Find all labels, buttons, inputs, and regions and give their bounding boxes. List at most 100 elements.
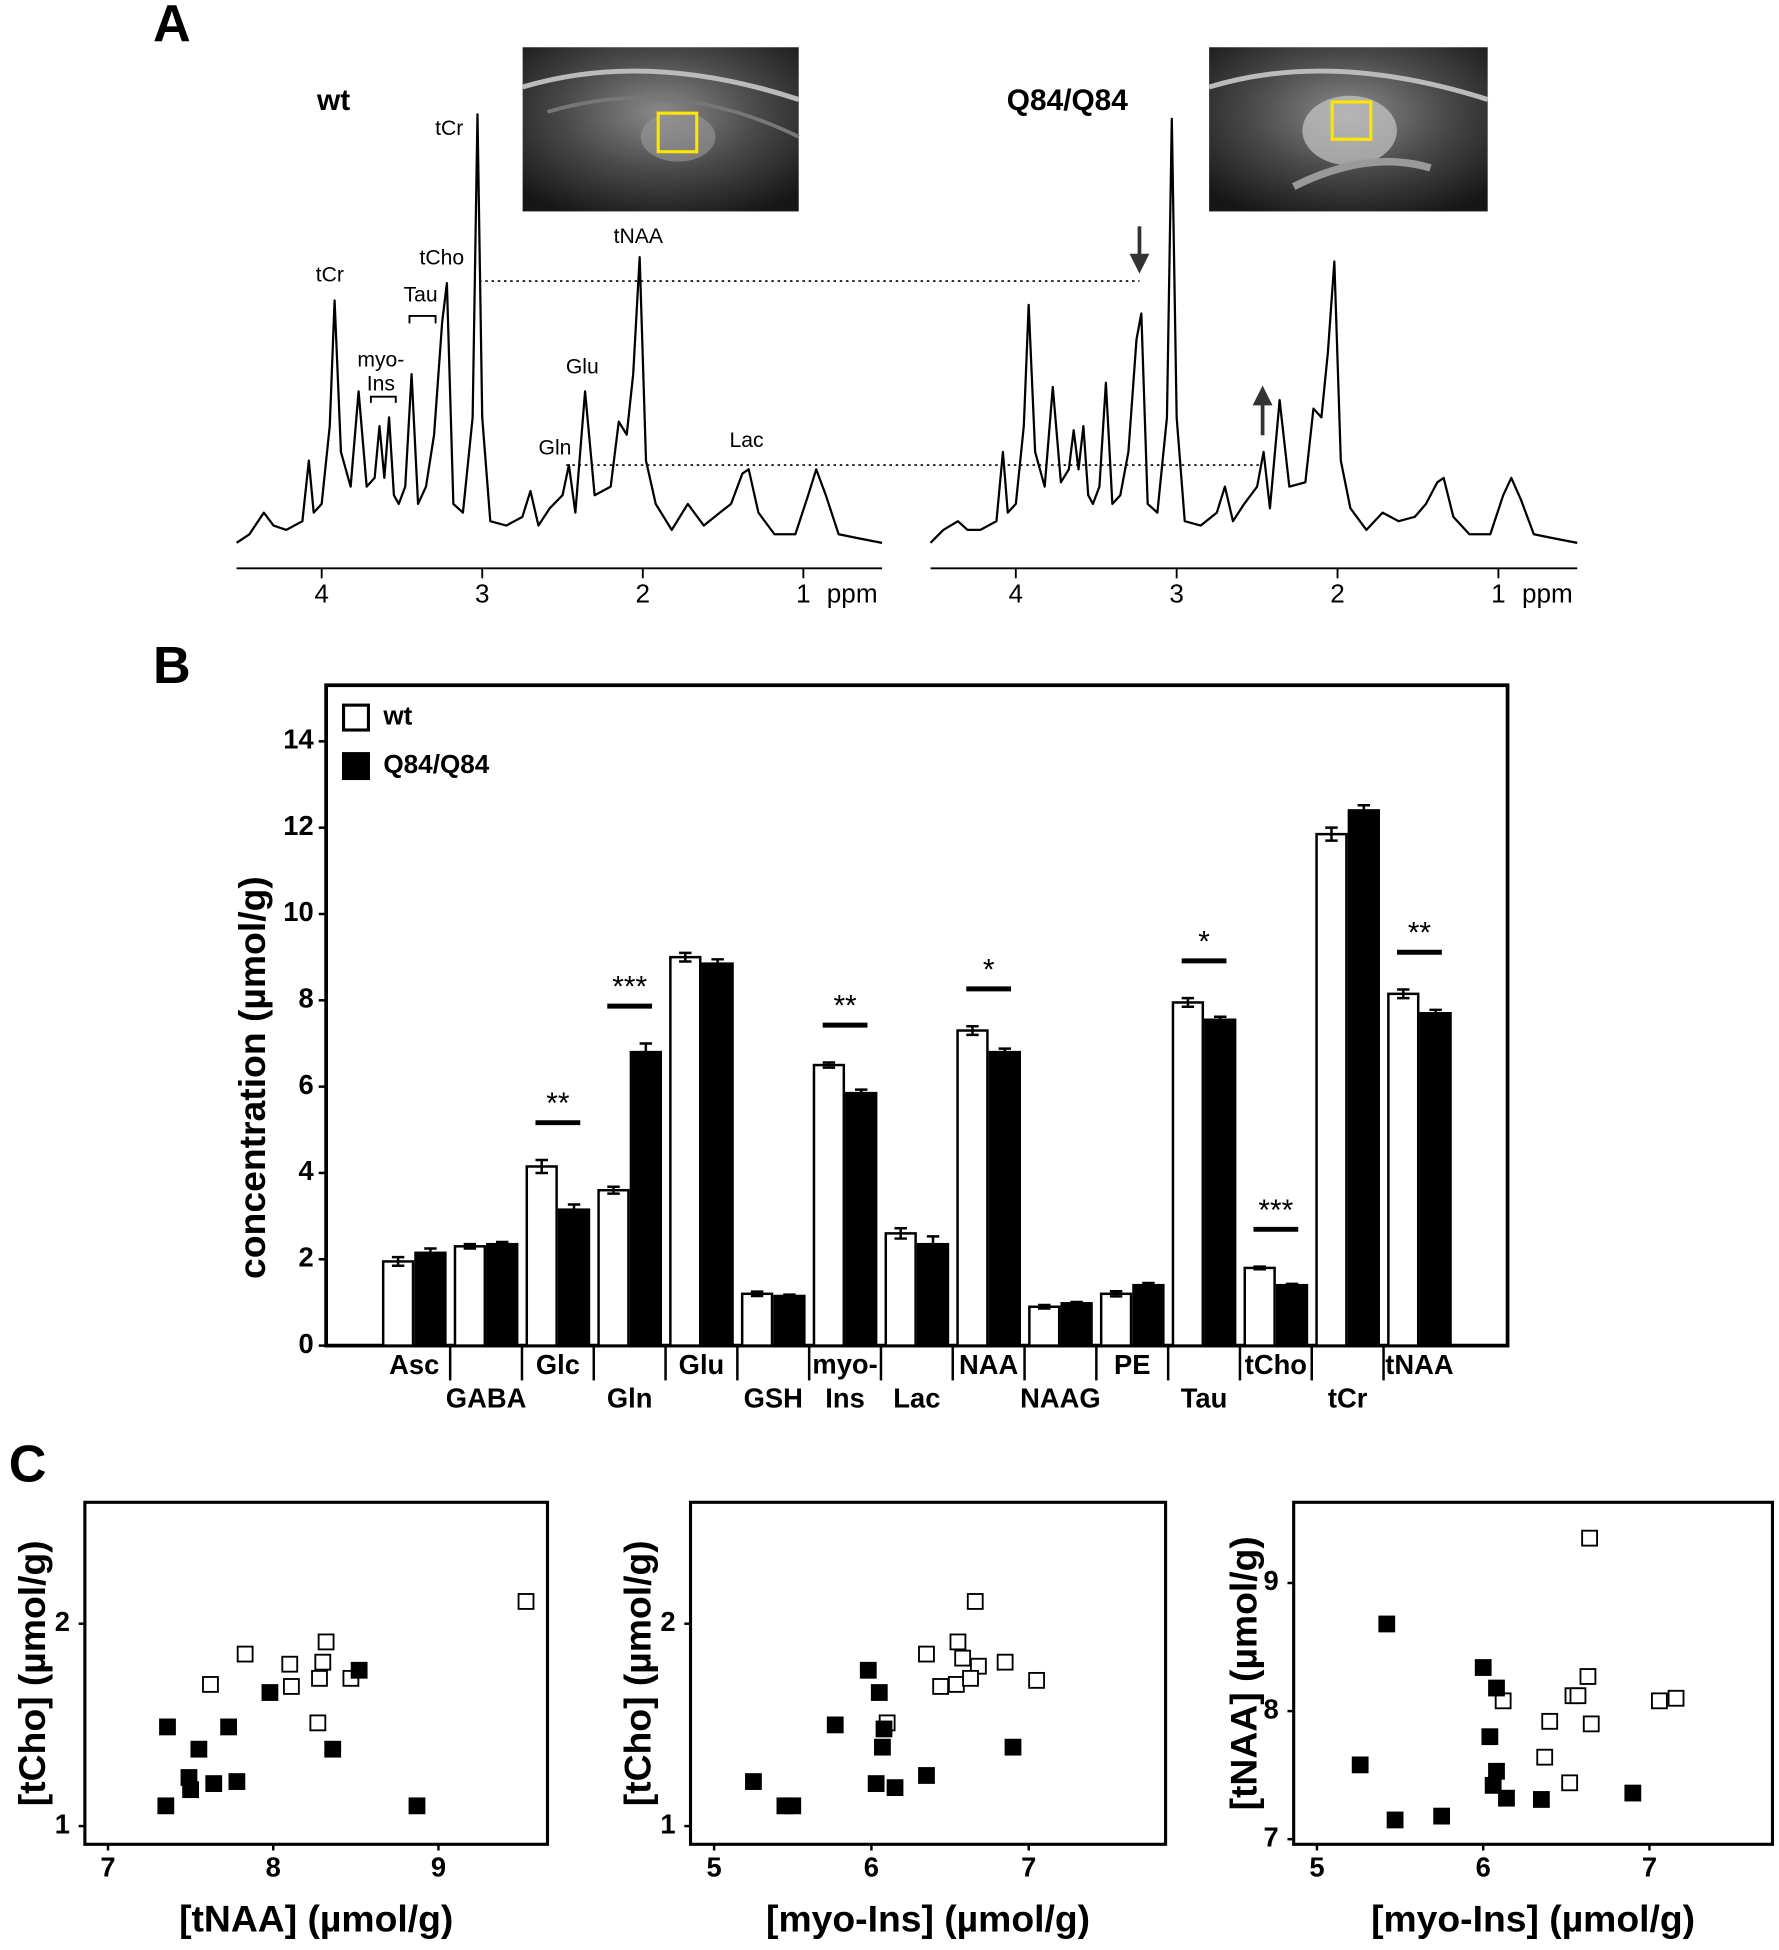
- scatter-point: [202, 1676, 219, 1693]
- legend-swatch: [341, 703, 370, 732]
- scatter-point: [826, 1716, 844, 1734]
- x-tick-label: 1: [796, 579, 811, 609]
- significance-label: *: [1198, 925, 1210, 958]
- scatter-point: [954, 1649, 972, 1667]
- scatter-point: [1651, 1692, 1668, 1710]
- scatter-point: [918, 1767, 935, 1784]
- bar: [916, 1242, 950, 1347]
- error-bar: [783, 1293, 796, 1299]
- scatter-point: [859, 1661, 877, 1679]
- error-bar: [822, 1061, 836, 1069]
- scatter-point: [1488, 1679, 1505, 1697]
- error-bar: [1181, 996, 1195, 1009]
- scatter-point: [1474, 1659, 1492, 1676]
- x-tick-label: 6: [1476, 1851, 1491, 1882]
- error-bar: [463, 1242, 477, 1250]
- error-bar: [1285, 1282, 1299, 1288]
- error-bar: [1357, 803, 1371, 817]
- peak-label: tNAA: [614, 225, 664, 248]
- x-axis-label: [myo-Ins] (µmol/g): [1371, 1897, 1695, 1939]
- error-bar: [1253, 1265, 1266, 1271]
- error-bar: [1214, 1015, 1227, 1024]
- error-bar: [607, 1185, 620, 1195]
- error-bar: [535, 1158, 548, 1175]
- scatter-point: [949, 1633, 967, 1651]
- error-bar: [998, 1047, 1012, 1057]
- scatter-point: [1028, 1671, 1045, 1689]
- scatter-point: [1498, 1789, 1515, 1807]
- scatter-point: [317, 1633, 335, 1651]
- x-tick-label: Lac: [893, 1383, 940, 1414]
- spectrum: [235, 113, 883, 544]
- scatter-point: [220, 1718, 238, 1736]
- x-tick-label: tNAA: [1385, 1349, 1454, 1380]
- y-tick-label: 2: [660, 1606, 675, 1637]
- scatter-point: [283, 1678, 300, 1695]
- significance-label: *: [983, 953, 995, 986]
- error-bar: [894, 1226, 907, 1240]
- x-tick-label: Asc: [389, 1349, 439, 1380]
- error-bar: [567, 1203, 581, 1217]
- scatter-point: [1536, 1748, 1554, 1766]
- y-tick-label: 10: [283, 896, 313, 927]
- bar: [1099, 1292, 1133, 1347]
- bar: [1243, 1266, 1276, 1347]
- x-tick-label: 9: [431, 1851, 446, 1882]
- bar: [1275, 1283, 1309, 1347]
- scatter-point: [1351, 1756, 1369, 1774]
- scatter-point: [182, 1781, 200, 1799]
- scatter-point: [205, 1775, 223, 1792]
- bar: [453, 1245, 487, 1347]
- bar: [557, 1208, 591, 1347]
- sample-label: Q84/Q84: [1007, 84, 1128, 117]
- sample-label: wt: [316, 84, 350, 117]
- scatter-point: [408, 1797, 426, 1815]
- bar: [956, 1029, 989, 1347]
- x-tick-label: Glc: [536, 1349, 580, 1380]
- scatter-point: [886, 1779, 904, 1797]
- legend-label: Q84/Q84: [383, 749, 489, 779]
- scatter-point: [159, 1718, 176, 1736]
- error-bar: [926, 1235, 940, 1254]
- scatter-point: [1004, 1738, 1022, 1756]
- bar: [1028, 1305, 1061, 1347]
- x-tick-label: 3: [1169, 579, 1184, 609]
- bar: [414, 1251, 447, 1347]
- bar: [701, 962, 734, 1347]
- scatter-point: [745, 1773, 762, 1790]
- error-bar: [1142, 1281, 1155, 1289]
- x-tick-label: GSH: [744, 1383, 803, 1414]
- x-tick-label: GABA: [446, 1383, 527, 1414]
- significance-label: **: [1408, 917, 1432, 950]
- peak-label: Lac: [729, 429, 763, 452]
- bar: [629, 1050, 663, 1347]
- x-tick-label: 5: [1309, 1851, 1324, 1882]
- significance-label: **: [833, 990, 857, 1023]
- scatter-point: [309, 1714, 327, 1732]
- scatter-point: [962, 1669, 979, 1687]
- bar: [1347, 809, 1380, 1347]
- scatter-point: [1569, 1687, 1587, 1705]
- error-bar: [966, 1024, 979, 1037]
- scatter-point: [517, 1593, 535, 1610]
- scatter-point: [190, 1740, 208, 1758]
- x-tick-label: myo-Ins: [812, 1349, 877, 1414]
- panel-label: A: [153, 0, 191, 53]
- scatter-point: [261, 1684, 279, 1701]
- error-bar: [679, 951, 692, 963]
- x-axis-label: [tNAA] (µmol/g): [179, 1897, 453, 1939]
- error-bar: [1397, 988, 1410, 1000]
- x-tick-label: 7: [1642, 1851, 1657, 1882]
- y-tick-label: 9: [1264, 1565, 1279, 1596]
- peak-label: tCho: [419, 246, 464, 269]
- scatter-point: [281, 1655, 299, 1673]
- scatter-point: [1582, 1715, 1600, 1733]
- plot-frame: [83, 1500, 550, 1846]
- scatter-point: [1624, 1784, 1642, 1802]
- peak-label: myo-Ins: [357, 348, 404, 395]
- scatter-point: [875, 1720, 893, 1738]
- mri-inset: [1208, 47, 1489, 212]
- scatter-point: [870, 1684, 888, 1701]
- significance-label: **: [546, 1087, 570, 1120]
- legend-label: wt: [382, 700, 412, 730]
